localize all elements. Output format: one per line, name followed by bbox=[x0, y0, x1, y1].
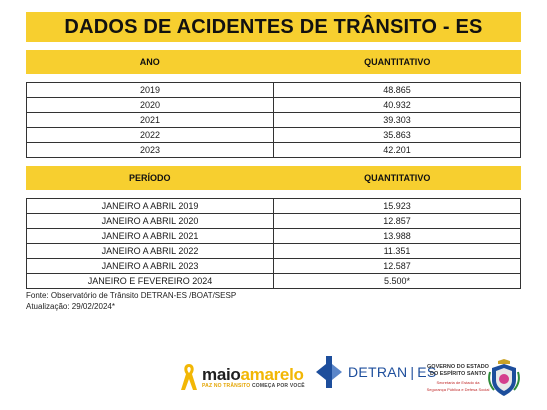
table-cell-label: JANEIRO E FEVEREIRO 2024 bbox=[87, 276, 213, 286]
maio-amarelo-logo: maioamarelo PAZ NO TRÂNSITO COMEÇA POR V… bbox=[180, 362, 305, 392]
column-header-quantity: QUANTITATIVO bbox=[364, 173, 431, 183]
table-cell-label: JANEIRO A ABRIL 2023 bbox=[101, 261, 199, 271]
table-cell-label: 2022 bbox=[139, 130, 161, 140]
period-accidents-table: PERÍODO QUANTITATIVO JANEIRO A ABRIL 201… bbox=[26, 166, 521, 289]
update-note: Atualização: 29/02/2024* bbox=[26, 302, 115, 311]
maio-amarelo-slogan-2: COMEÇA POR VOCÊ bbox=[251, 382, 305, 389]
table-row: JANEIRO E FEVEREIRO 2024 5.500* bbox=[27, 274, 520, 289]
table-row: JANEIRO A ABRIL 2022 11.351 bbox=[27, 244, 520, 259]
table-row: JANEIRO A ABRIL 2021 13.988 bbox=[27, 229, 520, 244]
column-header-quantity: QUANTITATIVO bbox=[364, 57, 431, 67]
table-row: 2020 40.932 bbox=[27, 98, 520, 113]
table-header: ANO QUANTITATIVO bbox=[26, 50, 521, 74]
table-row: JANEIRO A ABRIL 2020 12.857 bbox=[27, 214, 520, 229]
table-cell-value: 12.587 bbox=[273, 259, 520, 273]
table-header: PERÍODO QUANTITATIVO bbox=[26, 166, 521, 190]
table-cell-value: 12.857 bbox=[273, 214, 520, 228]
logo-bar: maioamarelo PAZ NO TRÂNSITO COMEÇA POR V… bbox=[0, 350, 547, 405]
governo-line-2: DO ESPÍRITO SANTO bbox=[429, 371, 487, 377]
detran-state: ES bbox=[417, 364, 437, 380]
coat-of-arms-icon bbox=[488, 359, 520, 396]
source-note: Fonte: Observatório de Trânsito DETRAN-E… bbox=[26, 291, 237, 300]
table-cell-value: 11.351 bbox=[273, 244, 520, 258]
table-body: 2019 48.865 2020 40.932 2021 39.303 2022 35.863… bbox=[26, 82, 521, 158]
table-row: JANEIRO A ABRIL 2019 15.923 bbox=[27, 199, 520, 214]
annual-accidents-table: ANO QUANTITATIVO 2019 48.865 2020 40.932 202… bbox=[26, 50, 521, 158]
table-cell-value: 5.500* bbox=[273, 274, 520, 288]
ribbon-icon bbox=[181, 364, 197, 390]
detran-mark-icon bbox=[316, 356, 342, 388]
governo-line-1: GOVERNO DO ESTADO bbox=[427, 364, 489, 370]
table-row: 2019 48.865 bbox=[27, 83, 520, 98]
maio-amarelo-wordmark-2: amarelo bbox=[240, 364, 304, 384]
table-cell-value: 13.988 bbox=[273, 229, 520, 243]
table-cell-value: 40.932 bbox=[273, 98, 520, 112]
governo-line-4: Segurança Pública e Defesa Social bbox=[426, 387, 490, 392]
table-row: 2023 42.201 bbox=[27, 143, 520, 158]
detran-separator: | bbox=[410, 364, 415, 380]
table-cell-label: JANEIRO A ABRIL 2022 bbox=[101, 246, 199, 256]
maio-amarelo-slogan-1: PAZ NO TRÂNSITO bbox=[202, 382, 251, 389]
table-cell-value: 35.863 bbox=[273, 128, 520, 142]
table-cell-label: 2021 bbox=[139, 115, 161, 125]
maio-amarelo-wordmark-1: maio bbox=[202, 364, 241, 384]
column-header-period: PERÍODO bbox=[128, 173, 171, 183]
table-cell-value: 48.865 bbox=[273, 83, 520, 97]
table-cell-value: 15.923 bbox=[273, 199, 520, 213]
governo-line-3: Secretaria de Estado da bbox=[436, 380, 480, 385]
table-cell-label: JANEIRO A ABRIL 2021 bbox=[101, 231, 199, 241]
title-banner: DADOS DE ACIDENTES DE TRÂNSITO - ES bbox=[26, 12, 521, 42]
column-header-year: ANO bbox=[139, 57, 160, 67]
table-row: JANEIRO A ABRIL 2023 12.587 bbox=[27, 259, 520, 274]
table-body: JANEIRO A ABRIL 2019 15.923 JANEIRO A ABRI… bbox=[26, 198, 521, 289]
page-title: DADOS DE ACIDENTES DE TRÂNSITO - ES bbox=[64, 15, 483, 38]
table-cell-value: 42.201 bbox=[273, 143, 520, 157]
table-cell-label: 2023 bbox=[139, 145, 161, 155]
table-cell-label: JANEIRO A ABRIL 2020 bbox=[101, 216, 199, 226]
table-row: 2021 39.303 bbox=[27, 113, 520, 128]
footnotes: Fonte: Observatório de Trânsito DETRAN-E… bbox=[26, 290, 236, 312]
detran-name: DETRAN bbox=[348, 364, 408, 380]
table-cell-label: JANEIRO A ABRIL 2019 bbox=[101, 201, 199, 211]
table-cell-value: 39.303 bbox=[273, 113, 520, 127]
governo-es-logo: GOVERNO DO ESTADO DO ESPÍRITO SANTO Secr… bbox=[418, 364, 498, 392]
detran-logo: DETRAN | ES bbox=[314, 354, 437, 390]
table-cell-label: 2020 bbox=[139, 100, 161, 110]
table-cell-label: 2019 bbox=[139, 85, 161, 95]
table-row: 2022 35.863 bbox=[27, 128, 520, 143]
